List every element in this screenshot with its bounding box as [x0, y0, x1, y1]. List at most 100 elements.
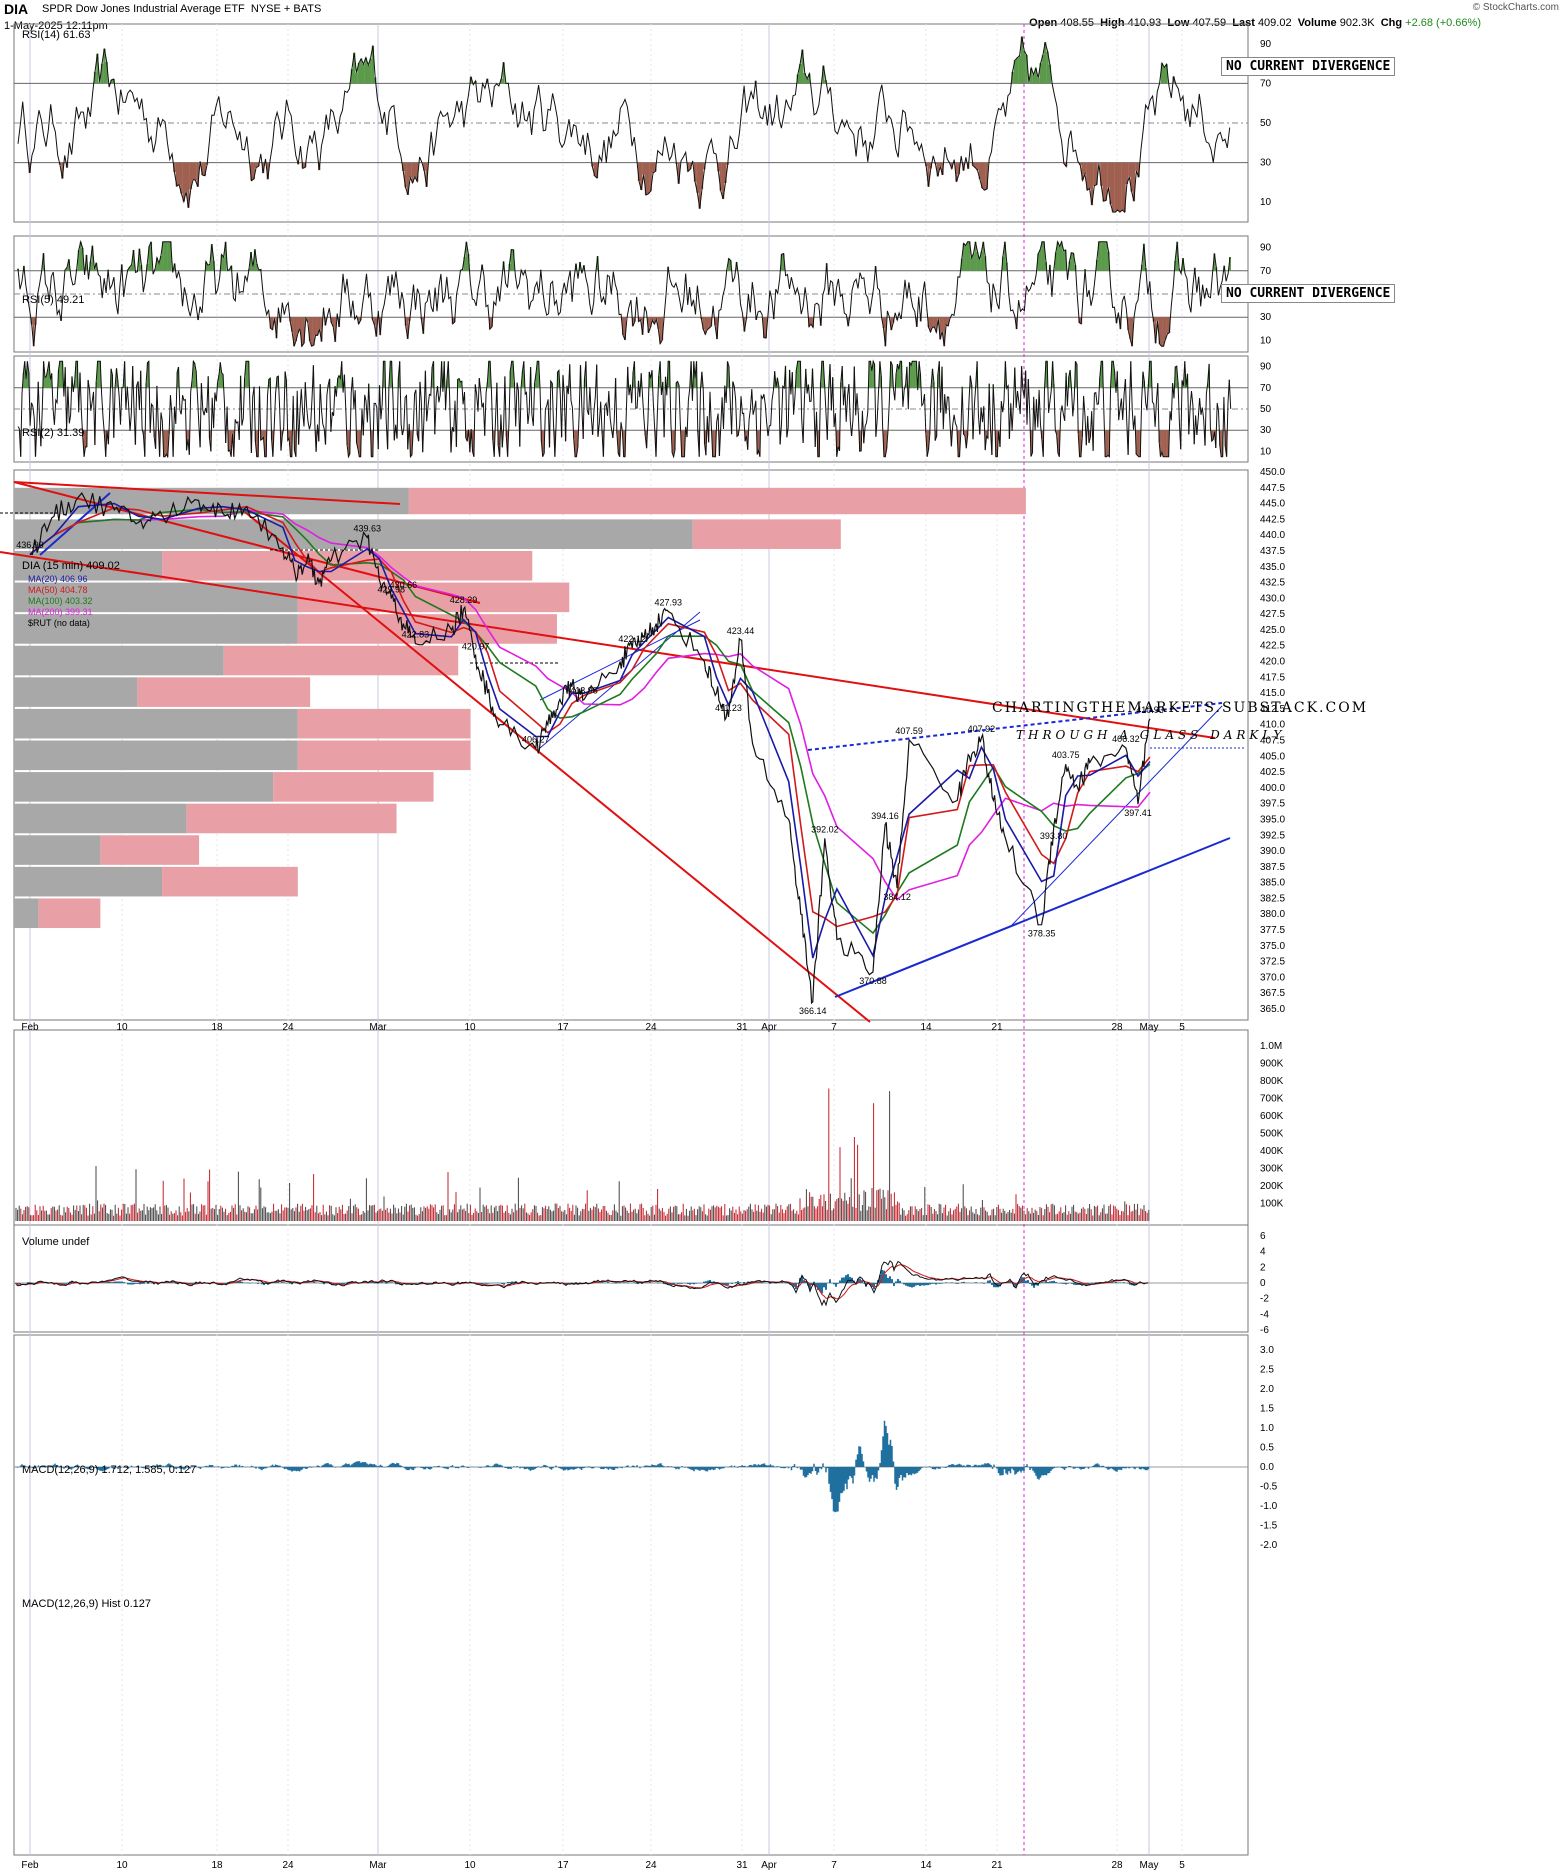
macd-axis-tick: 2: [1260, 1262, 1266, 1273]
macd-axis-tick: -2: [1260, 1294, 1269, 1305]
price-annotation: 394.16: [871, 811, 899, 821]
x-axis-label-bottom: 18: [211, 1860, 223, 1871]
x-axis-label-bottom: 28: [1111, 1860, 1123, 1871]
rsi-axis-tick: 70: [1260, 383, 1272, 394]
price-annotation: 422.83: [402, 630, 430, 640]
vbp-bar-red: [692, 519, 841, 549]
x-axis-label: 18: [211, 1022, 223, 1033]
price-axis-tick: 377.5: [1260, 925, 1285, 936]
chart-header: DIA SPDR Dow Jones Industrial Average ET…: [0, 0, 1565, 34]
panel-frame-vol: [13, 1029, 1249, 1226]
volume-axis-tick: 900K: [1260, 1059, 1284, 1070]
x-axis-label-bottom: 21: [991, 1860, 1003, 1871]
x-axis-label: 7: [831, 1022, 837, 1033]
macd-axis-tick: 0: [1260, 1278, 1266, 1289]
rsi-axis-tick: 90: [1260, 39, 1272, 50]
x-axis-label-bottom: 14: [920, 1860, 932, 1871]
x-axis-label-bottom: 10: [464, 1860, 476, 1871]
x-axis-label-bottom: 24: [645, 1860, 657, 1871]
price-axis-tick: 415.0: [1260, 688, 1285, 699]
price-axis-tick: 437.5: [1260, 546, 1285, 557]
rsi-line: [17, 359, 1232, 459]
macd-axis-tick: 6: [1260, 1231, 1266, 1242]
price-axis-tick: 375.0: [1260, 941, 1285, 952]
price-axis-tick: 432.5: [1260, 578, 1285, 589]
x-axis-label-bottom: 10: [116, 1860, 128, 1871]
ma200-line: [29, 509, 1151, 901]
x-axis-label-bottom: Apr: [761, 1860, 777, 1871]
rsi-oversold-fill: [28, 162, 1140, 213]
price-axis-tick: 435.0: [1260, 562, 1285, 573]
price-axis-tick: 397.5: [1260, 799, 1285, 810]
rsi14-divergence-note: NO CURRENT DIVERGENCE: [1221, 57, 1396, 76]
ma-legend-item: MA(200) 399.31: [28, 607, 93, 617]
vbp-bar-red: [223, 645, 459, 676]
vbp-bar-red: [273, 772, 434, 802]
price-annotation: 406.27: [522, 734, 550, 744]
x-axis-label: 21: [991, 1022, 1003, 1033]
ma-legend-item: $RUT (no data): [28, 618, 90, 628]
vbp-bar-gray: [14, 866, 163, 897]
x-axis-label: 24: [282, 1022, 294, 1033]
price-axis-tick: 402.5: [1260, 767, 1285, 778]
hist-axis-tick: -0.5: [1260, 1482, 1278, 1493]
high-value: 410.93: [1127, 17, 1162, 29]
price-axis-tick: 410.0: [1260, 720, 1285, 731]
price-axis-tick: 407.5: [1260, 736, 1285, 747]
vbp-bar-red: [100, 835, 200, 865]
x-axis-label: 31: [736, 1022, 748, 1033]
rsi-line: [17, 239, 1231, 348]
volume-bars-up: [15, 1091, 1150, 1221]
ma100-line: [29, 508, 1151, 935]
vbp-bar-gray: [14, 898, 39, 929]
hist-axis-tick: 1.0: [1260, 1423, 1274, 1434]
rsi-axis-tick: 10: [1260, 197, 1272, 208]
x-axis-label: 28: [1111, 1022, 1123, 1033]
price-axis-tick: 370.0: [1260, 972, 1285, 983]
x-axis-label-bottom: 31: [736, 1860, 748, 1871]
ma-legend-item: MA(50) 404.78: [28, 585, 88, 595]
price-axis-tick: 390.0: [1260, 846, 1285, 857]
rsi-axis-tick: 30: [1260, 312, 1272, 323]
volume-axis-tick: 200K: [1260, 1181, 1284, 1192]
price-annotation: 411.23: [715, 703, 742, 713]
x-axis-label-bottom: May: [1140, 1860, 1159, 1871]
vbp-bar-red: [162, 866, 298, 897]
ma20-line: [29, 502, 1151, 959]
rsi-axis-tick: 70: [1260, 266, 1272, 277]
volume-axis-tick: 300K: [1260, 1164, 1284, 1175]
price-annotation: 428.29: [450, 595, 478, 605]
vbp-bar-gray: [14, 803, 187, 834]
volume-label: Volume undef: [22, 1236, 90, 1248]
stockcharts-logo: © StockCharts.com: [1472, 2, 1559, 13]
volume-label: Volume: [1297, 17, 1337, 29]
vbp-bar-gray: [14, 677, 138, 707]
price-annotation: 410.93: [1136, 705, 1164, 715]
price-annotation: 422.12: [618, 634, 646, 644]
price-axis-tick: 367.5: [1260, 988, 1285, 999]
price-axis-tick: 422.5: [1260, 641, 1285, 652]
vbp-bar-gray: [14, 614, 298, 644]
vbp-bar-gray: [14, 740, 298, 771]
rsi-overbought-fill: [17, 241, 1231, 271]
x-axis-label: May: [1140, 1022, 1159, 1033]
macd-axis-tick: 4: [1260, 1247, 1266, 1258]
hist-axis-tick: -1.5: [1260, 1521, 1278, 1532]
hist-axis-tick: 3.0: [1260, 1345, 1274, 1356]
price-annotation: 370.88: [859, 976, 887, 986]
price-axis-tick: 395.0: [1260, 814, 1285, 825]
x-axis-label-bottom: Mar: [369, 1860, 387, 1871]
rsi-axis-tick: 70: [1260, 78, 1272, 89]
price-annotation: 423.44: [727, 626, 755, 636]
hist-axis-tick: 2.0: [1260, 1384, 1274, 1395]
x-axis-label-bottom: Feb: [21, 1860, 39, 1871]
hist-axis-tick: -1.0: [1260, 1501, 1278, 1512]
vbp-bar-red: [297, 582, 570, 613]
price-axis-tick: 392.5: [1260, 830, 1285, 841]
price-annotation: 403.75: [1052, 750, 1080, 760]
price-annotation: 430.66: [390, 580, 418, 590]
price-axis-tick: 412.5: [1260, 704, 1285, 715]
vbp-bar-gray: [14, 835, 101, 865]
macd-axis-tick: -6: [1260, 1325, 1269, 1336]
rsi-axis-tick: 50: [1260, 118, 1272, 129]
